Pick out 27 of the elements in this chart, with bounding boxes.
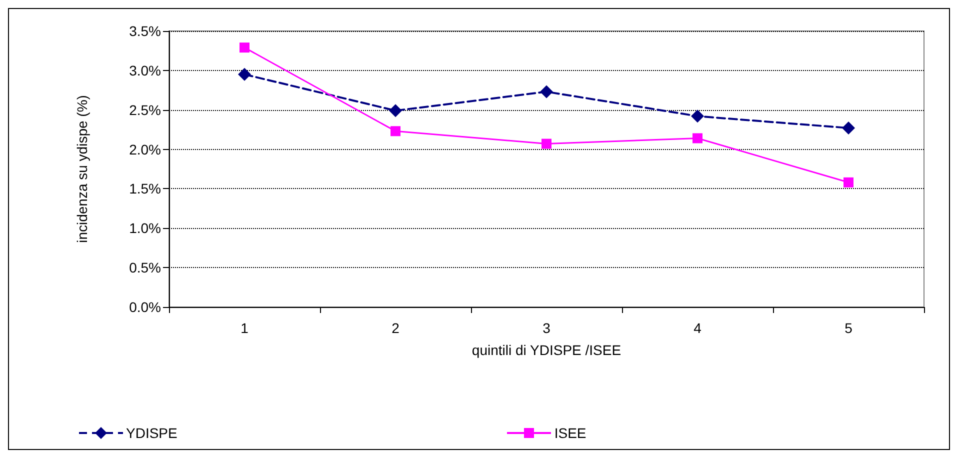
y-tick-label: 0.0% xyxy=(129,299,161,315)
point xyxy=(691,110,704,123)
point xyxy=(390,126,400,136)
y-tick-label: 2.0% xyxy=(129,141,161,158)
y-tick-label: 3.5% xyxy=(129,23,161,39)
x-axis-title: quintili di YDISPE /ISEE xyxy=(472,342,622,358)
y-tick-label: 3.0% xyxy=(129,62,161,78)
point xyxy=(842,121,855,134)
point xyxy=(542,138,552,149)
y-tick-label: 1.5% xyxy=(129,180,161,197)
y-axis-title: incidenza su ydispe (%) xyxy=(74,95,90,243)
x-tick-label: 5 xyxy=(844,320,853,336)
point xyxy=(540,85,553,98)
point xyxy=(844,177,854,188)
x-tick-label: 3 xyxy=(542,320,551,336)
legend-label: YDISPE xyxy=(126,425,178,441)
point xyxy=(389,104,402,118)
x-tick-label: 4 xyxy=(694,320,702,336)
point xyxy=(238,68,251,81)
point xyxy=(692,133,702,144)
point xyxy=(240,42,250,53)
legend-label: ISEE xyxy=(554,425,586,441)
y-tick-label: 2.5% xyxy=(129,102,161,118)
y-tick-label: 1.0% xyxy=(129,220,161,236)
x-tick-label: 1 xyxy=(240,320,249,336)
y-tick-label: 0.5% xyxy=(129,260,161,276)
x-tick-label: 2 xyxy=(392,320,400,336)
